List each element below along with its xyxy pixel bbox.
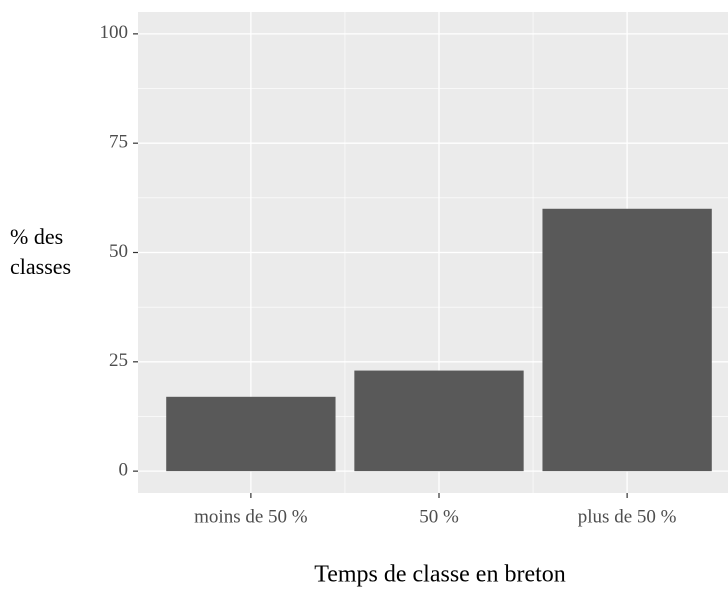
bar [166,396,336,472]
y-tick-label: 25 [109,350,128,371]
x-tick-label: plus de 50 % [578,506,677,527]
x-tick-label: moins de 50 % [194,506,308,527]
x-axis-title: Temps de classe en breton [314,562,566,588]
y-tick-label: 50 [109,241,128,262]
bar [354,370,524,472]
y-axis-title: % des classes [10,224,72,279]
y-tick-label: 0 [119,459,129,480]
x-tick-label: 50 % [419,506,459,527]
y-tick-label: 75 [109,132,128,153]
bar [542,208,712,472]
y-tick-label: 100 [100,22,129,43]
